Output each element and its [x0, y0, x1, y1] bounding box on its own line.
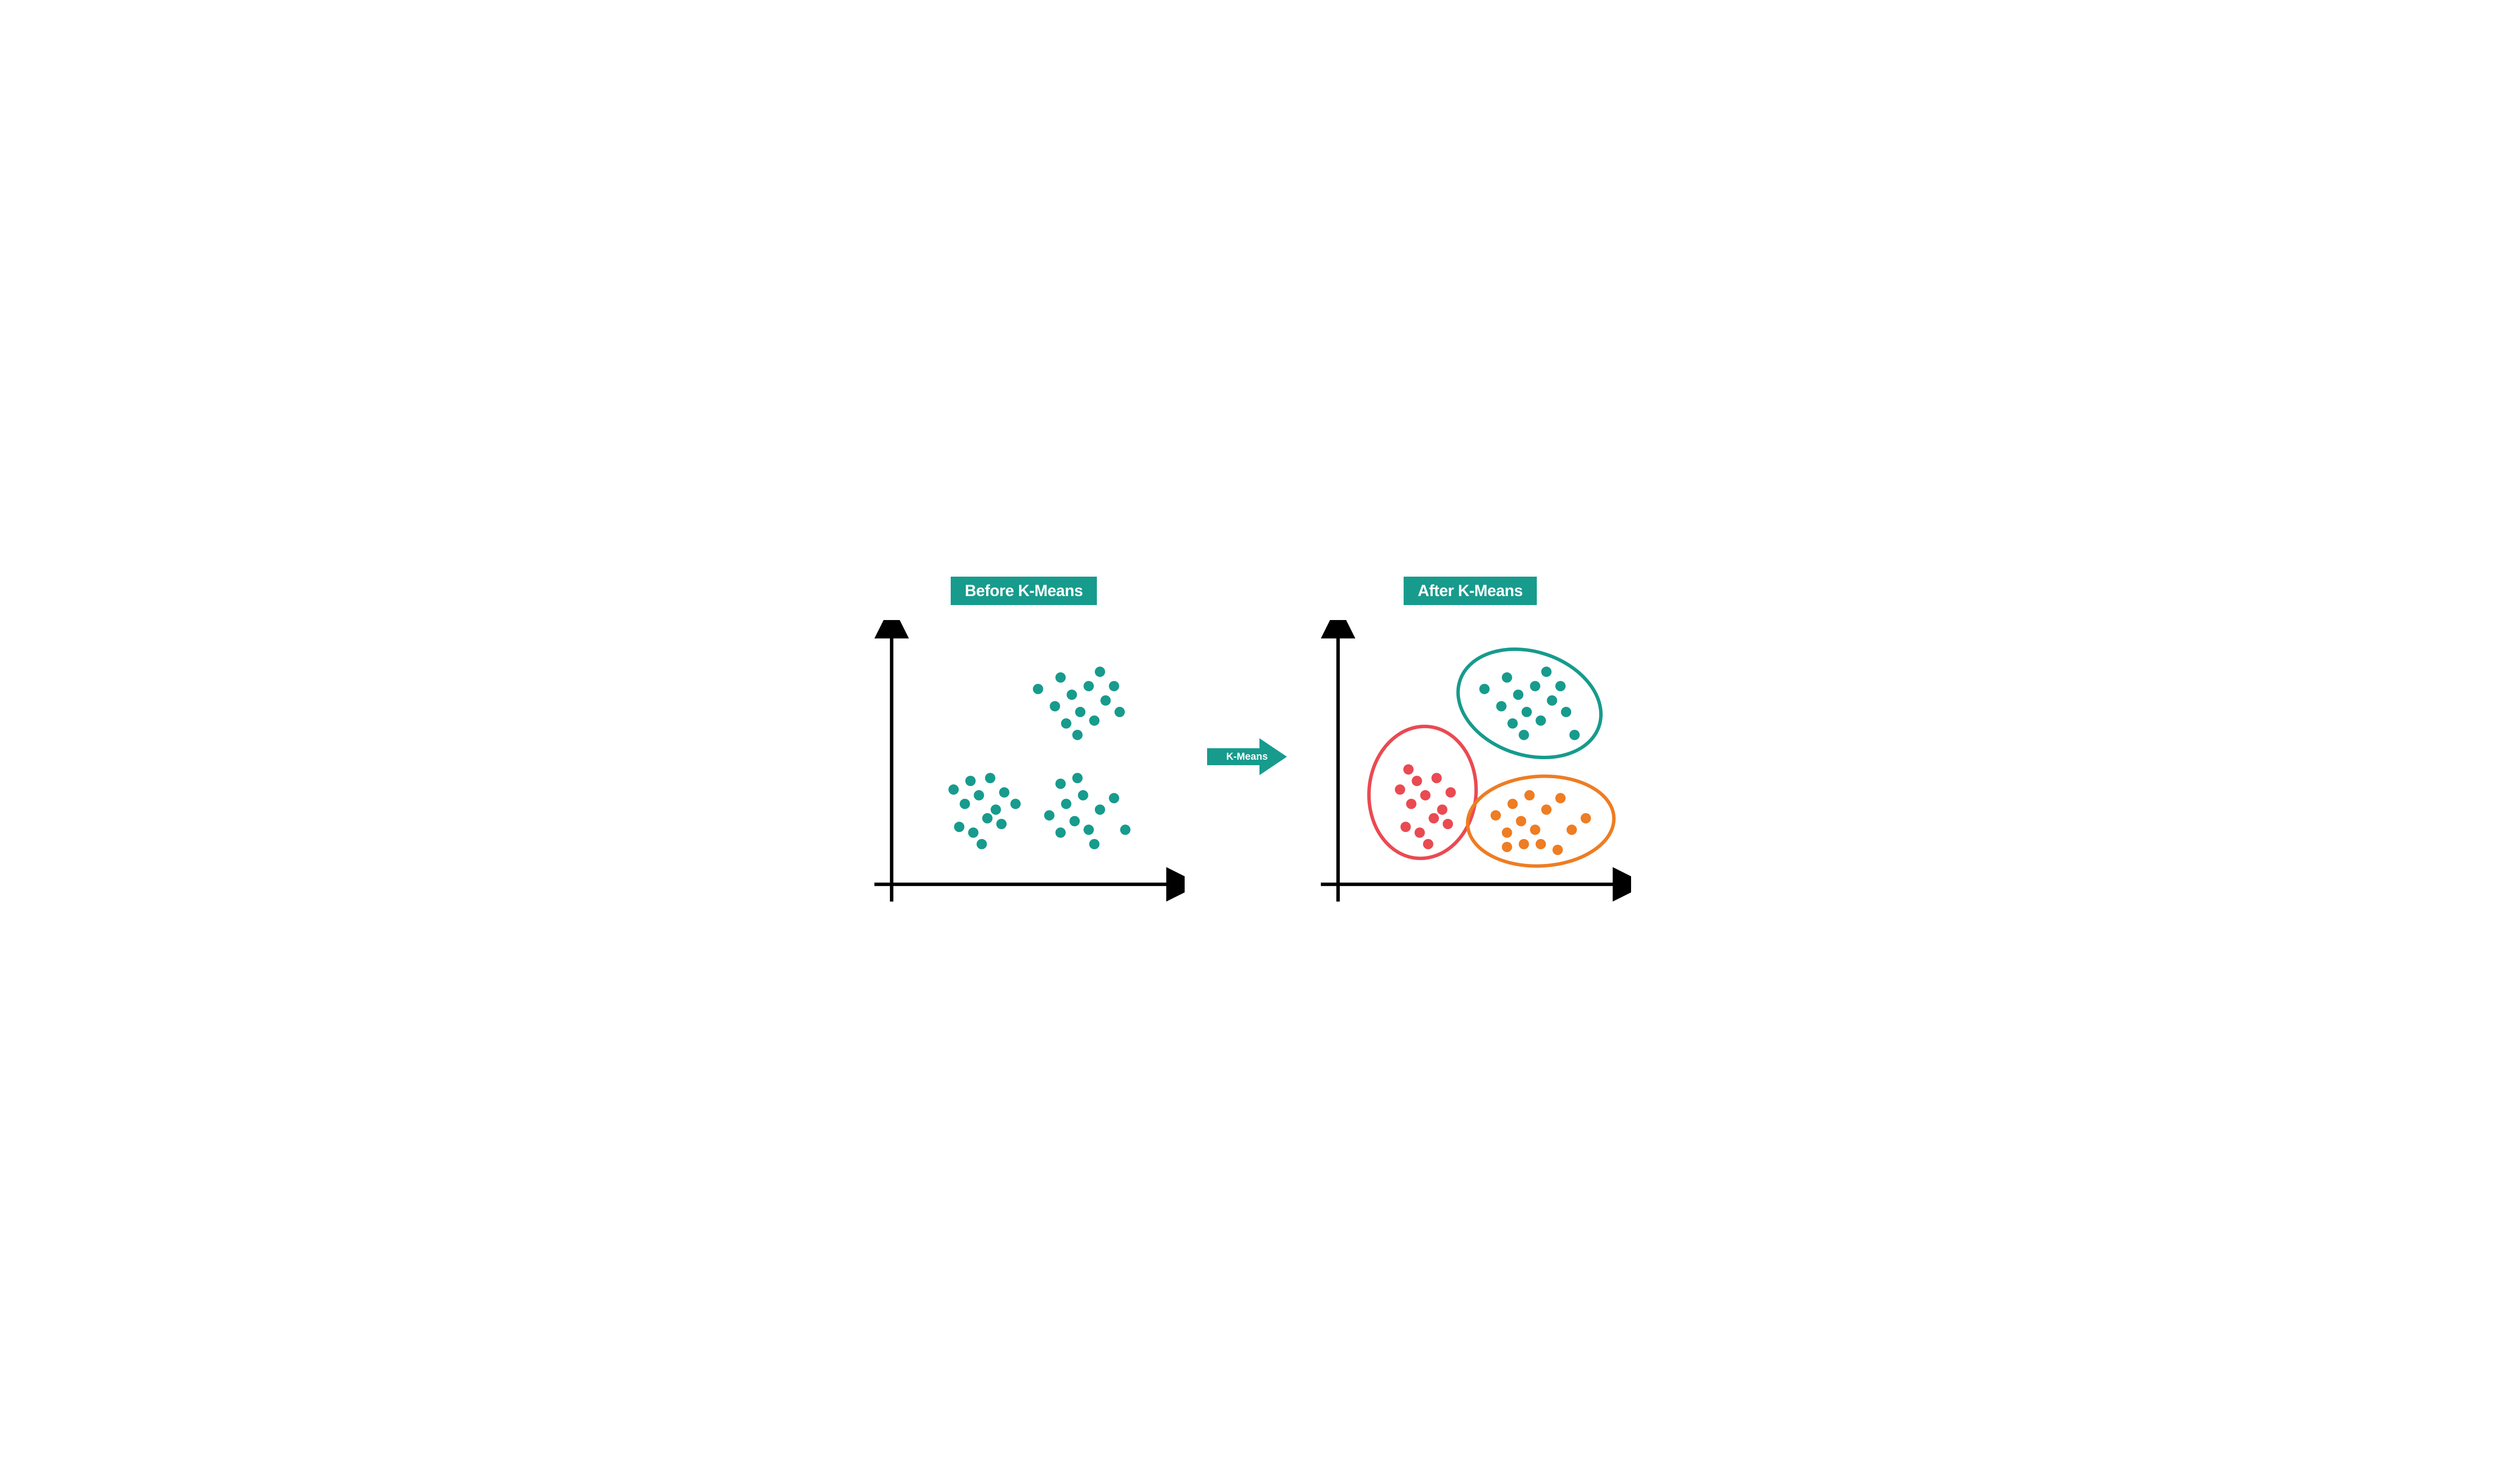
data-point — [1033, 684, 1043, 694]
diagram-container: Before K-Means K-Means After K-Means — [863, 577, 1631, 907]
data-point — [1066, 689, 1077, 700]
cluster-orange-point — [1502, 842, 1512, 852]
data-point — [1055, 828, 1066, 838]
data-point — [1075, 707, 1085, 717]
cluster-teal-point — [1561, 707, 1571, 717]
cluster-red-point — [1395, 784, 1405, 795]
cluster-red-point — [1443, 819, 1453, 830]
cluster-orange-point — [1536, 839, 1546, 849]
data-point — [1109, 681, 1119, 691]
cluster-orange-point — [1555, 793, 1566, 804]
data-point — [1055, 672, 1066, 683]
cluster-orange-point — [1502, 828, 1512, 838]
before-title-badge: Before K-Means — [951, 577, 1097, 605]
transform-arrow-block: K-Means — [1205, 734, 1289, 779]
cluster-teal-point — [1569, 730, 1580, 740]
after-panel: After K-Means — [1309, 577, 1631, 907]
cluster-red-point — [1446, 787, 1456, 798]
cluster-red-point — [1401, 822, 1411, 832]
data-point — [1061, 718, 1071, 729]
data-point — [960, 799, 970, 809]
after-scatter-svg — [1309, 620, 1631, 907]
data-point — [999, 787, 1010, 798]
data-point — [968, 828, 979, 838]
data-point — [1095, 666, 1105, 677]
before-scatter-svg — [863, 620, 1185, 907]
data-point — [982, 813, 993, 824]
cluster-teal-point — [1541, 666, 1552, 677]
cluster-orange-point — [1524, 790, 1535, 801]
data-point — [996, 819, 1007, 830]
data-point — [1089, 715, 1100, 726]
data-point — [1089, 839, 1100, 849]
cluster-teal-point — [1536, 715, 1546, 726]
data-point — [965, 776, 976, 786]
data-point — [991, 805, 1001, 815]
cluster-orange-point — [1519, 839, 1529, 849]
before-panel: Before K-Means — [863, 577, 1185, 907]
data-point — [1083, 681, 1094, 691]
cluster-teal-point — [1521, 707, 1532, 717]
cluster-orange-point — [1490, 810, 1501, 821]
cluster-teal-boundary — [1444, 632, 1615, 775]
cluster-orange-point — [1516, 816, 1526, 827]
cluster-teal-point — [1479, 684, 1490, 694]
data-point — [1120, 825, 1131, 835]
data-point — [985, 773, 996, 783]
cluster-orange-point — [1552, 845, 1563, 855]
data-point — [1072, 773, 1083, 783]
cluster-red-point — [1406, 799, 1417, 809]
after-title-badge: After K-Means — [1404, 577, 1536, 605]
cluster-orange-point — [1541, 805, 1552, 815]
cluster-orange-point — [1507, 799, 1518, 809]
cluster-red-point — [1403, 764, 1414, 775]
cluster-red-point — [1423, 839, 1434, 849]
data-point — [1069, 816, 1080, 827]
data-point — [974, 790, 984, 801]
data-point — [1100, 695, 1111, 706]
data-point — [1083, 825, 1094, 835]
data-point — [1072, 730, 1083, 740]
data-point — [1109, 793, 1119, 804]
data-point — [1078, 790, 1088, 801]
cluster-teal-point — [1555, 681, 1566, 691]
data-point — [948, 784, 959, 795]
cluster-teal-point — [1496, 701, 1507, 711]
cluster-teal-point — [1547, 695, 1557, 706]
data-point — [1114, 707, 1125, 717]
cluster-red-point — [1437, 805, 1448, 815]
cluster-orange-point — [1530, 825, 1540, 835]
data-point — [1095, 805, 1105, 815]
arrow-shape — [1207, 738, 1287, 775]
data-point — [977, 839, 987, 849]
data-point — [954, 822, 965, 832]
cluster-red-point — [1412, 776, 1422, 786]
cluster-orange-point — [1581, 813, 1591, 824]
cluster-red-point — [1420, 790, 1431, 801]
cluster-teal-point — [1519, 730, 1529, 740]
after-chart — [1309, 620, 1631, 907]
cluster-teal-point — [1513, 689, 1523, 700]
data-point — [1061, 799, 1071, 809]
data-point — [1011, 799, 1021, 809]
data-point — [1050, 701, 1060, 711]
cluster-teal-point — [1507, 718, 1518, 729]
cluster-teal-point — [1502, 672, 1512, 683]
cluster-orange-point — [1567, 825, 1577, 835]
cluster-red-point — [1429, 813, 1439, 824]
arrow-icon — [1205, 734, 1289, 779]
cluster-red-point — [1415, 828, 1425, 838]
data-point — [1055, 779, 1066, 789]
data-point — [1044, 810, 1054, 821]
cluster-orange-boundary — [1465, 773, 1616, 870]
before-chart — [863, 620, 1185, 907]
cluster-teal-point — [1530, 681, 1540, 691]
cluster-red-point — [1432, 773, 1442, 783]
